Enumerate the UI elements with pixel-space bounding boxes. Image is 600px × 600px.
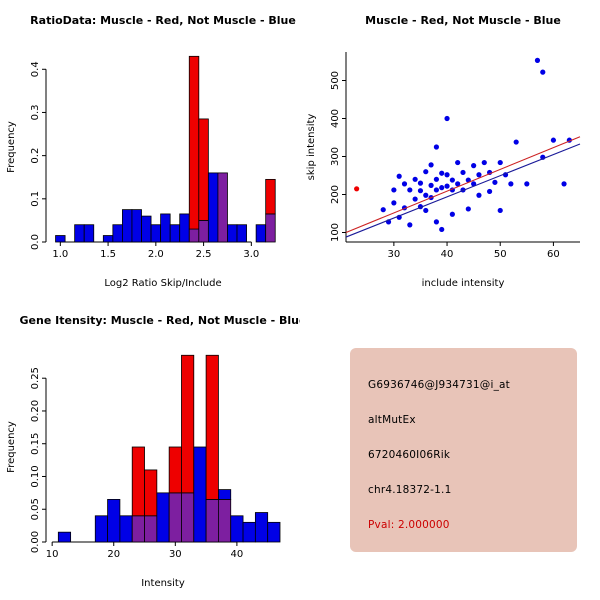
- x-tick-label: 30: [169, 549, 182, 560]
- ratio-histogram-chart: RatioData: Muscle - Red, Not Muscle - Bl…: [6, 14, 296, 289]
- intensity-scatter-chart: Muscle - Red, Not Muscle - Blue 30 40 50 60 1…: [306, 14, 581, 289]
- histogram-bars: [57, 354, 281, 543]
- y-axis-label: Frequency: [6, 421, 17, 473]
- y-tick-label: 0.0: [30, 234, 41, 250]
- fit-line-not_muscle: [345, 143, 581, 238]
- x-tick-label: 40: [231, 549, 244, 560]
- y-tick-label: 0.1: [30, 191, 41, 207]
- y-tick-label: 0.00: [30, 531, 41, 553]
- chart-title: Gene Itensity: Muscle - Red, Not Muscle …: [20, 314, 300, 327]
- x-tick-label: 10: [46, 549, 59, 560]
- chart-title: RatioData: Muscle - Red, Not Muscle - Bl…: [30, 14, 296, 27]
- histogram-bars: [55, 55, 276, 243]
- y-tick-label: 300: [330, 147, 341, 166]
- event-type-text: altMutEx: [368, 414, 416, 426]
- x-axis-label: Log2 Ratio Skip/Include: [104, 278, 221, 289]
- y-axis-label: skip intensity: [306, 114, 317, 181]
- y-tick-label: 400: [330, 109, 341, 128]
- x-tick-label: 1.0: [52, 249, 68, 260]
- x-tick-label: 1.5: [100, 249, 116, 260]
- x-tick-label: 40: [441, 249, 454, 260]
- y-tick-label: 0.20: [30, 400, 41, 422]
- y-tick-label: 500: [330, 71, 341, 90]
- y-tick-label: 200: [330, 185, 341, 204]
- probe-id-text: G6936746@J934731@i_at: [368, 379, 510, 391]
- gene-intensity-histogram-panel: Gene Itensity: Muscle - Red, Not Muscle …: [0, 300, 300, 600]
- scatter-points: [354, 57, 572, 233]
- y-axis-label: Frequency: [6, 121, 17, 173]
- x-tick-label: 50: [494, 249, 507, 260]
- ratio-histogram-panel: RatioData: Muscle - Red, Not Muscle - Bl…: [0, 0, 300, 300]
- x-tick-label: 20: [107, 549, 120, 560]
- y-tick-label: 0.4: [30, 61, 41, 77]
- y-tick-label: 0.15: [30, 433, 41, 455]
- info-card: G6936746@J934731@i_at altMutEx 6720460I0…: [350, 348, 577, 552]
- x-tick-label: 2.0: [148, 249, 164, 260]
- gene-name-text: 6720460I06Rik: [368, 449, 451, 461]
- chart-title: Muscle - Red, Not Muscle - Blue: [365, 14, 561, 27]
- y-tick-label: 100: [330, 223, 341, 242]
- genomic-location-text: chr4.18372-1.1: [368, 484, 452, 496]
- y-tick-label: 0.05: [30, 498, 41, 520]
- fit-line-muscle: [345, 136, 581, 234]
- info-panel: G6936746@J934731@i_at altMutEx 6720460I0…: [300, 300, 600, 600]
- axes: [342, 52, 580, 246]
- x-axis-label: Intensity: [141, 578, 185, 589]
- intensity-scatter-panel: Muscle - Red, Not Muscle - Blue 30 40 50 60 1…: [300, 0, 600, 300]
- y-tick-label: 0.3: [30, 105, 41, 121]
- x-tick-label: 30: [387, 249, 400, 260]
- y-tick-label: 0.25: [30, 367, 41, 389]
- x-tick-label: 2.5: [196, 249, 212, 260]
- y-tick-label: 0.10: [30, 465, 41, 487]
- x-tick-label: 3.0: [243, 249, 259, 260]
- pval-text: Pval: 2.000000: [368, 519, 450, 531]
- x-axis-label: include intensity: [422, 278, 505, 289]
- x-tick-label: 60: [547, 249, 560, 260]
- gene-intensity-histogram-chart: Gene Itensity: Muscle - Red, Not Muscle …: [6, 314, 300, 589]
- y-tick-label: 0.2: [30, 148, 41, 164]
